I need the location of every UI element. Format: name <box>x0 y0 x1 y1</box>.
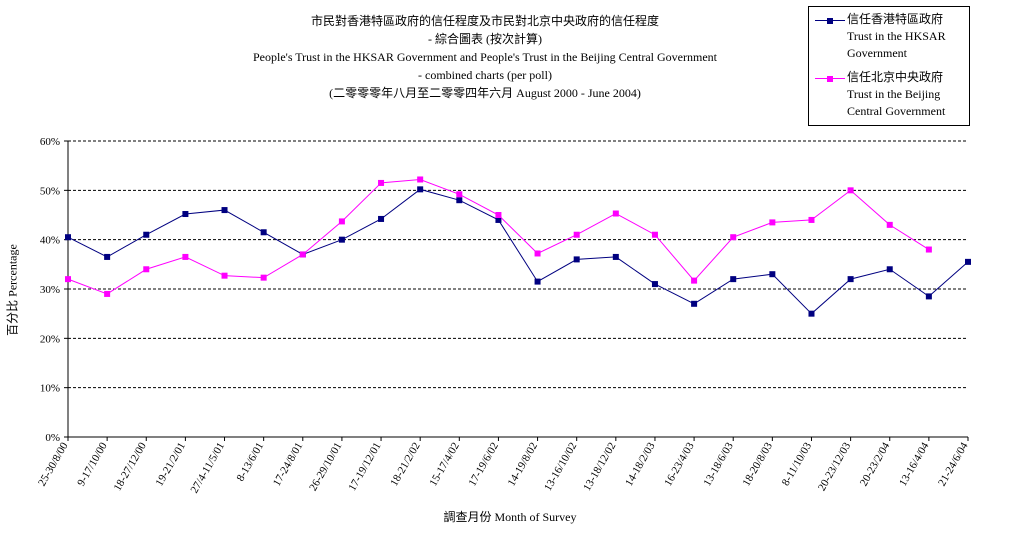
x-tick-label: 17-24/8/01 <box>271 441 306 489</box>
series-line-hksar <box>67 188 969 315</box>
legend-hksar-en-2: Government <box>847 46 907 60</box>
y-tick-label: 40% <box>40 235 60 247</box>
legend-hksar-zh: 信任香港特區政府 <box>847 12 944 26</box>
x-tick-label: 17-19/6/02 <box>466 441 501 489</box>
data-point-hksar <box>221 207 228 214</box>
data-point-hksar <box>417 186 424 193</box>
data-point-hksar <box>691 300 698 307</box>
x-tick-label: 13-18/12/02 <box>581 441 618 494</box>
data-point-hksar <box>456 197 463 204</box>
data-point-hksar <box>808 310 815 317</box>
data-point-beijing <box>573 231 580 238</box>
data-point-hksar <box>651 281 658 288</box>
x-tick-label: 8-11/10/03 <box>780 440 815 488</box>
data-point-beijing <box>651 231 658 238</box>
y-tick-label: 0% <box>45 432 60 444</box>
data-point-beijing <box>495 212 502 218</box>
data-point-beijing <box>612 210 619 217</box>
title-line-2: - 綜合圖表 (按次計算) <box>428 32 542 46</box>
data-point-hksar <box>730 276 737 283</box>
data-point-hksar <box>573 256 580 263</box>
chart-title: 市民對香港特區政府的信任程度及市民對北京中央政府的信任程度 - 綜合圖表 (按次… <box>140 12 830 102</box>
title-line-5: (二零零零年八月至二零零四年六月 August 2000 - June 2004… <box>329 86 641 100</box>
data-point-beijing <box>104 290 111 297</box>
x-tick-label: 14-18/2/03 <box>623 440 658 488</box>
data-point-beijing <box>925 246 932 253</box>
x-tick-label: 15-17/4/02 <box>427 441 462 489</box>
data-point-hksar <box>260 229 267 236</box>
legend-beijing-zh: 信任北京中央政府 <box>847 70 944 84</box>
x-tick-label: 14-19/8/02 <box>506 441 541 489</box>
data-point-hksar <box>378 215 385 222</box>
data-point-beijing <box>730 234 737 241</box>
data-point-hksar <box>182 211 189 218</box>
data-point-beijing <box>847 187 854 194</box>
legend-beijing-en-1: Trust in the Beijing <box>847 87 941 101</box>
data-point-beijing <box>417 176 424 183</box>
data-point-beijing <box>65 276 71 283</box>
x-tick-label: 18-27/12/00 <box>112 440 150 493</box>
x-axis-label: 調查月份 Month of Survey <box>443 510 577 524</box>
x-tick-label: 9-17/10/00 <box>75 440 110 488</box>
x-tick-label: 18-21/2/02 <box>388 441 423 489</box>
x-tick-label: 17-19/12/01 <box>346 441 383 494</box>
data-point-beijing <box>338 218 345 225</box>
y-tick-label: 20% <box>40 333 60 345</box>
data-point-hksar <box>534 278 541 285</box>
y-axis-label: 百分比 Percentage <box>5 244 20 336</box>
data-point-hksar <box>925 293 932 300</box>
x-tick-label: 25-30/8/00 <box>36 440 71 488</box>
x-tick-label: 19-21/2/01 <box>153 441 188 489</box>
legend-hksar-en-1: Trust in the HKSAR <box>847 29 946 43</box>
data-point-beijing <box>691 277 698 284</box>
data-point-beijing <box>769 219 776 226</box>
data-point-hksar <box>104 253 111 260</box>
x-tick-label: 21-24/6/04 <box>936 440 971 488</box>
data-point-hksar <box>143 231 150 238</box>
legend-swatch-beijing <box>815 75 845 83</box>
y-tick-label: 10% <box>40 383 60 395</box>
series-line-beijing <box>67 178 930 295</box>
x-tick-label: 8-13/6/01 <box>234 441 266 484</box>
title-line-1: 市民對香港特區政府的信任程度及市民對北京中央政府的信任程度 <box>310 14 659 28</box>
data-point-hksar <box>65 234 71 241</box>
data-point-hksar <box>338 236 345 243</box>
legend-swatch-hksar <box>815 17 845 25</box>
data-point-hksar <box>965 258 971 265</box>
y-tick-label: 50% <box>40 185 60 197</box>
x-tick-label: 27/4-11/5/01 <box>189 441 228 496</box>
y-tick-label: 30% <box>40 284 60 296</box>
legend-beijing-en-2: Central Government <box>847 104 946 118</box>
chart-legend: 信任香港特區政府 Trust in the HKSAR Government 信… <box>808 6 970 126</box>
data-point-beijing <box>534 250 541 257</box>
data-point-beijing <box>886 221 893 228</box>
x-tick-label: 13-18/6/03 <box>701 440 736 488</box>
data-point-hksar <box>495 216 502 223</box>
data-point-beijing <box>182 253 189 260</box>
data-point-beijing <box>260 274 267 281</box>
data-point-beijing <box>378 179 385 186</box>
x-tick-label: 16-23/4/03 <box>662 440 697 488</box>
x-tick-label: 20-23/2/04 <box>858 440 893 488</box>
data-point-beijing <box>299 251 306 258</box>
data-point-hksar <box>612 253 619 260</box>
data-point-beijing <box>143 266 150 273</box>
y-tick-label: 60% <box>40 136 60 148</box>
x-tick-label: 13-16/4/04 <box>897 440 932 488</box>
x-tick-label: 20-23/12/03 <box>816 440 854 493</box>
data-point-beijing <box>221 272 228 279</box>
x-tick-label: 18-20/8/03 <box>740 440 775 488</box>
data-point-beijing <box>808 216 815 223</box>
data-point-beijing <box>456 191 463 198</box>
x-tick-label: 13-16/10/02 <box>542 441 579 494</box>
x-tick-label: 26-29/10/01 <box>307 441 344 494</box>
title-line-4: - combined charts (per poll) <box>418 68 552 82</box>
data-point-hksar <box>886 266 893 273</box>
data-point-hksar <box>847 276 854 283</box>
data-point-hksar <box>769 271 776 278</box>
title-line-3: People's Trust in the HKSAR Government a… <box>253 50 717 64</box>
